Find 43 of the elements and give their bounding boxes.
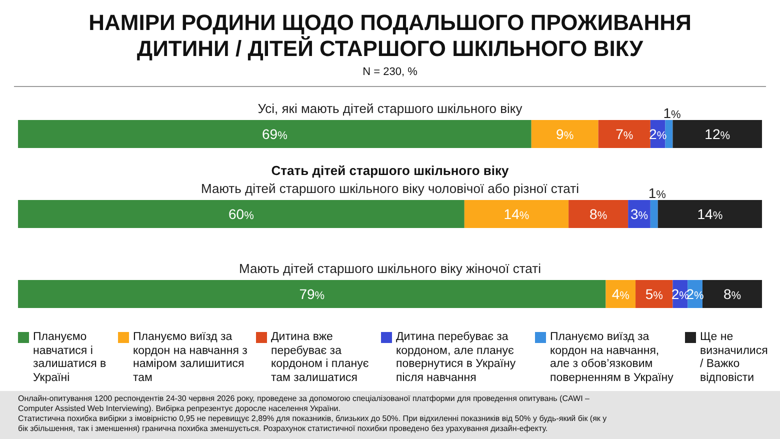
data-label: 60% [228,206,254,222]
data-label: 9% [556,126,574,142]
bar [464,200,569,228]
bar [636,280,673,308]
bar [568,200,628,228]
bar [665,120,673,148]
data-label: 1% [663,105,682,121]
legend-label: Ще не визначилися / Важко відповісти [700,331,768,385]
bar [658,200,762,228]
data-label: 1% [648,185,666,201]
chart-title: НАМІРИ РОДИНИ ЩОДО ПОДАЛЬШОГО ПРОЖИВАННЯ ДИТИНИ / ДІТЕЙ СТАРШОГО ШКІЛЬНОГО ВІКУ [88,9,692,62]
data-label: 8% [590,206,608,222]
text: Статистична похибка вибірки з імовірністю 0,95 не перевищує 2,89% для показників, близьких до 50%. При відхиленні показників від 50% у будь-який бік (як у бік збільшення, так і зменшення) гранична похибка зменшується. Розрахунок статистичної похибки проведено без урахування дизайн-ефекту. [18,414,608,434]
data-label: 8% [723,286,742,302]
data-label: 12% [704,126,730,142]
bar [650,200,658,228]
bar [531,120,598,148]
y-tick-label: Усі, які мають дітей старшого шкільного віку [258,101,523,116]
bar [606,280,636,308]
bar [702,280,762,308]
y-tick-label: Мають дітей старшого шкільного віку чоловічої або різної статі [201,181,580,196]
chart-subtitle: N = 230, % [362,66,418,78]
data-label: 79% [299,286,325,302]
data-label: 5% [645,286,664,302]
data-label: 7% [616,126,634,142]
data-label: 4% [612,286,630,302]
annotation: Стать дітей старшого шкільного віку [270,163,510,178]
data-label: 14% [504,206,530,222]
data-label: 3% [630,206,648,222]
bar [18,200,464,228]
bar [18,120,532,148]
bar [598,120,650,148]
legend-label: Дитина вже перебуває за кордоном і планує там залишатися [271,331,370,385]
bar [18,280,606,308]
y-tick-label: Мають дітей старшого шкільного віку жіночої статі [239,261,542,276]
text: Онлайн-опитування 1200 респондентів 24-30 червня 2026 року, проведене за допомогою спеціалізованої платформи для проведення опитувань (CAWI – Computer Assisted Web Interviewing). Вибірка репрезентує доросле населення України. [18,394,590,414]
bar [672,120,762,148]
legend-label: Плануємо виїзд за кордон на навчання з наміром залишитися там [133,331,248,385]
legend-label: Дитина перебуває за кордоном, але планує повернутися в Україну після навчання [396,331,517,385]
legend-label: Плануємо навчатися і залишатися в Україні [33,331,108,385]
data-label: 14% [697,206,723,222]
data-label: 69% [262,126,288,142]
legend-label: Плануємо виїзд за кордон на навчання, але з обов’язковим поверненням в Україну [550,331,674,385]
